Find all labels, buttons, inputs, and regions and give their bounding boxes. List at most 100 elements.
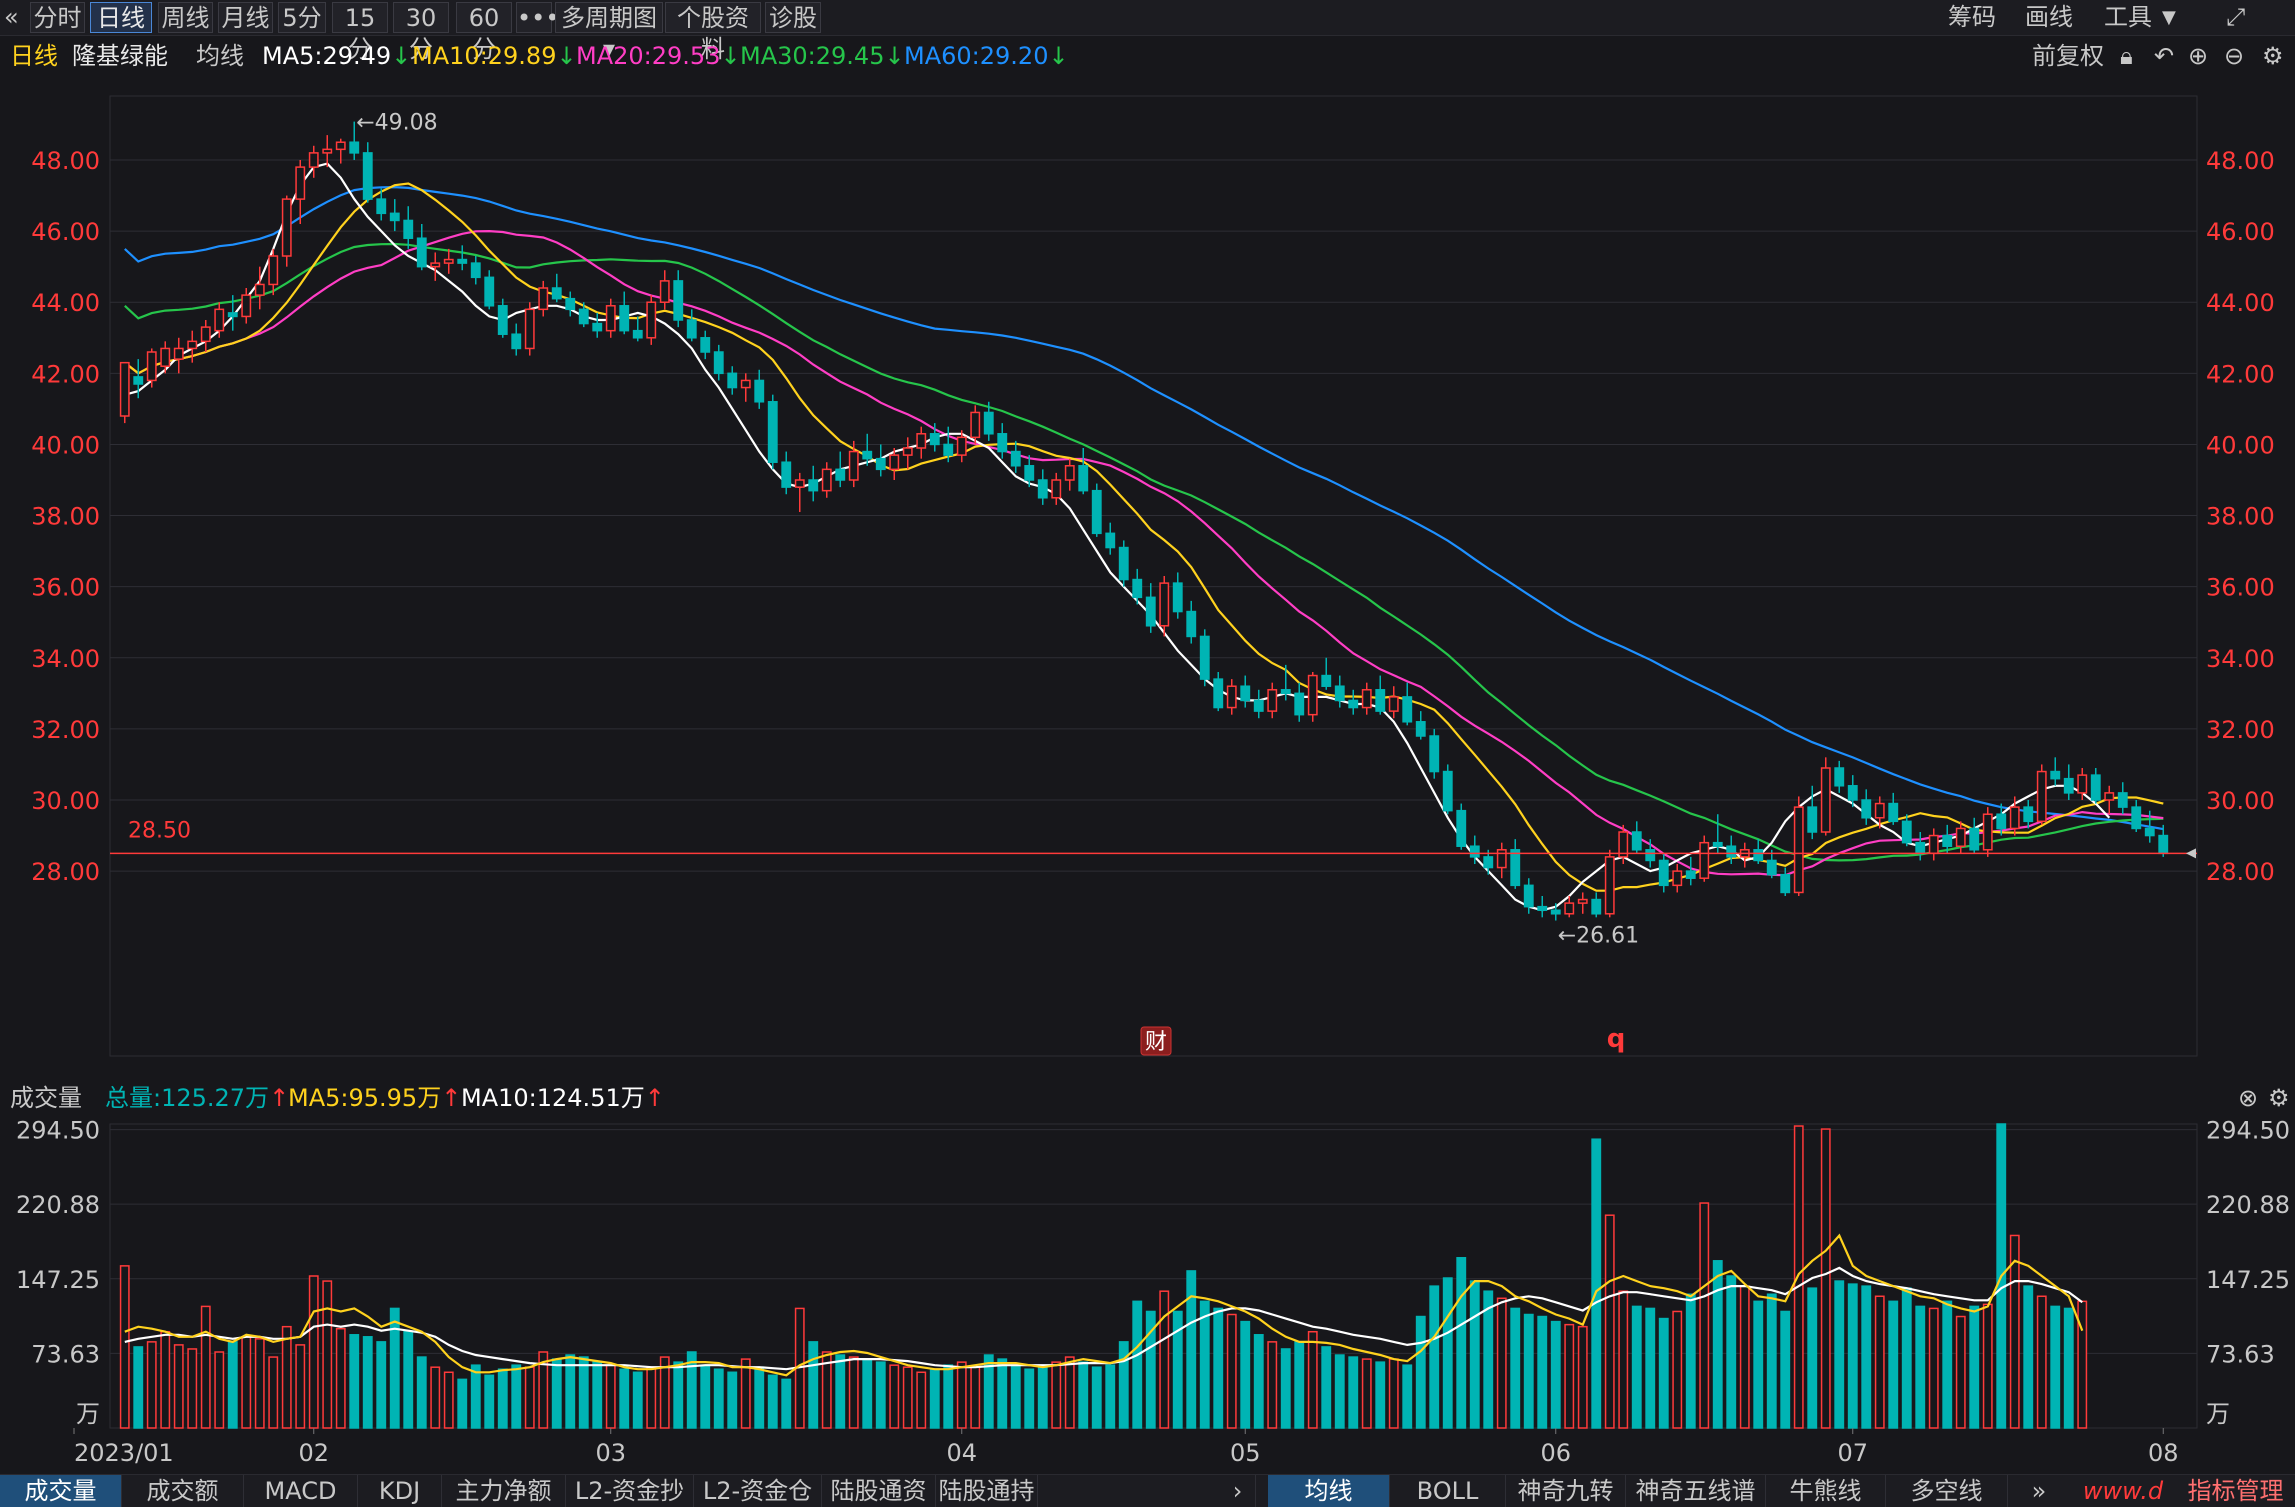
- expand-icon[interactable]: ⤢: [2226, 3, 2246, 31]
- candle-up: [1982, 813, 1993, 851]
- candle-up: [2104, 792, 2115, 801]
- close-circle-icon[interactable]: ⊗: [2238, 1084, 2259, 1112]
- candle-up: [119, 361, 130, 417]
- period-label: 日线: [10, 42, 58, 70]
- period-tab-2[interactable]: 周线: [158, 2, 213, 33]
- period-tab-1[interactable]: 日线: [90, 2, 152, 33]
- period-tab-9[interactable]: 多周期图 ▾: [555, 2, 663, 63]
- undo-icon[interactable]: ↶: [2154, 42, 2175, 70]
- indicator-tab-3[interactable]: KDJ: [358, 1475, 442, 1507]
- overlay-tab-2[interactable]: 神奇九转: [1506, 1475, 1626, 1507]
- indicator-tab-8[interactable]: 陆股通持股: [936, 1475, 1038, 1507]
- overlay-tab-1[interactable]: BOLL: [1390, 1475, 1506, 1507]
- period-tab-5[interactable]: 15分: [332, 2, 388, 63]
- down-arrow-icon: ↓: [1048, 42, 1069, 70]
- period-tab-6[interactable]: 30分: [393, 2, 449, 63]
- overlay-tab-3[interactable]: 神奇五线谱: [1626, 1475, 1766, 1507]
- candle-up: [2009, 806, 2020, 830]
- ma10-line: [124, 182, 2164, 892]
- candlestick-chart[interactable]: 48.00 46.00 44.00 42.00 40.00 38.00 36.00 34.00…: [0, 76, 2295, 1076]
- price-gridlines: [110, 159, 2197, 872]
- volume-bar-up: [1955, 1315, 1966, 1429]
- chevron-right-icon[interactable]: ›: [1220, 1475, 1256, 1507]
- period-tab-4[interactable]: 5分: [278, 2, 326, 33]
- ma-label[interactable]: 均线: [196, 42, 244, 70]
- price-tick-label: 42.00: [31, 360, 100, 388]
- down-arrow-icon: ↓: [556, 42, 577, 70]
- indicator-tab-5[interactable]: L2-资金抄底: [566, 1475, 694, 1507]
- period-tab-3[interactable]: 月线: [218, 2, 273, 33]
- ma5-line: [124, 162, 2111, 912]
- adjust-button[interactable]: 前复权: [2032, 42, 2104, 70]
- date-tick-label: 03: [595, 1439, 626, 1467]
- volume-bar-down: [511, 1364, 522, 1429]
- candle-up: [970, 411, 981, 439]
- volume-bar-down: [1402, 1364, 1413, 1429]
- candle-up: [1928, 834, 1939, 855]
- indicator-tab-4[interactable]: 主力净额: [442, 1475, 566, 1507]
- candle-up: [2036, 770, 2047, 823]
- period-tab-11[interactable]: 诊股: [765, 2, 821, 33]
- indicator-tab-1[interactable]: 成交额: [122, 1475, 244, 1507]
- plus-circle-icon[interactable]: ⊕: [2188, 42, 2209, 70]
- volume-chart[interactable]: 294.50 220.88 147.25 73.63 万 294.50 220.88 147…: [0, 1116, 2295, 1472]
- double-chevron-left-icon[interactable]: «: [4, 3, 19, 31]
- volume-tick-label: 220.88: [16, 1191, 100, 1219]
- indicator-tab-7[interactable]: 陆股通资金: [822, 1475, 936, 1507]
- candle-down: [1942, 834, 1953, 847]
- overlay-tab-0[interactable]: 均线: [1268, 1475, 1390, 1507]
- stock-name[interactable]: 隆基绿能: [72, 42, 168, 70]
- candle-up: [335, 141, 346, 151]
- indicator-tab-2[interactable]: MACD: [244, 1475, 358, 1507]
- candle-down: [1402, 696, 1413, 723]
- volume-bar-down: [632, 1371, 643, 1429]
- period-tab-7[interactable]: 60分: [456, 2, 512, 63]
- volume-bar-up: [1159, 1290, 1170, 1429]
- candle-down: [1037, 479, 1048, 499]
- candle-up: [173, 347, 184, 360]
- current-price-marker: [2186, 848, 2196, 859]
- lock-icon[interactable]: 🔒︎: [2120, 42, 2133, 70]
- volume-bar-down: [862, 1358, 873, 1429]
- volume-title[interactable]: 成交量: [10, 1084, 82, 1112]
- gear-icon[interactable]: ⚙: [2268, 1084, 2290, 1112]
- draw-line-button[interactable]: 画线: [2025, 3, 2073, 31]
- overlay-tab-4[interactable]: 牛熊线: [1766, 1475, 1886, 1507]
- candle-up: [902, 447, 913, 456]
- candle-down: [929, 433, 940, 446]
- candle-down: [1172, 582, 1183, 613]
- candle-down: [1807, 806, 1818, 833]
- volume-bar-down: [1334, 1354, 1345, 1429]
- minus-circle-icon[interactable]: ⊖: [2224, 42, 2245, 70]
- candle-down: [1469, 845, 1480, 858]
- indicator-tab-6[interactable]: L2-资金仓位: [694, 1475, 822, 1507]
- chip-distribution-button[interactable]: 筹码: [1948, 3, 1996, 31]
- candle-down: [1024, 465, 1035, 481]
- ma20-line: [124, 229, 2164, 877]
- indicator-manage-button[interactable]: 指标管理: [2187, 1477, 2284, 1505]
- candle-down: [497, 305, 508, 335]
- candle-up: [146, 351, 157, 382]
- price-tick-label: 40.00: [2206, 431, 2275, 459]
- overlay-tab-5[interactable]: 多空线: [1886, 1475, 2008, 1507]
- candle-down: [632, 329, 643, 339]
- candle-down: [2063, 777, 2074, 794]
- chevron-down-icon[interactable]: ▼: [2162, 7, 2176, 28]
- candle-down: [1321, 674, 1332, 687]
- chevron-right-icon[interactable]: »: [2031, 1477, 2047, 1505]
- period-tab-8[interactable]: •••: [516, 2, 560, 33]
- indicator-tab-0[interactable]: 成交量: [0, 1475, 122, 1507]
- candle-down: [1658, 859, 1669, 887]
- period-tab-10[interactable]: 个股资料: [665, 2, 761, 63]
- tools-button[interactable]: 工具: [2104, 3, 2152, 31]
- gear-icon[interactable]: ⚙: [2262, 42, 2284, 70]
- candle-up: [1159, 582, 1170, 627]
- volume-bar-up: [335, 1327, 346, 1429]
- volume-bar-up: [1739, 1285, 1750, 1429]
- period-tab-0[interactable]: 分时: [30, 2, 85, 33]
- candle-down: [1105, 532, 1116, 549]
- volume-bar-down: [1118, 1341, 1129, 1429]
- volume-bar-down: [1861, 1285, 1872, 1429]
- candle-down: [1199, 635, 1210, 680]
- volume-bar-down: [470, 1364, 481, 1429]
